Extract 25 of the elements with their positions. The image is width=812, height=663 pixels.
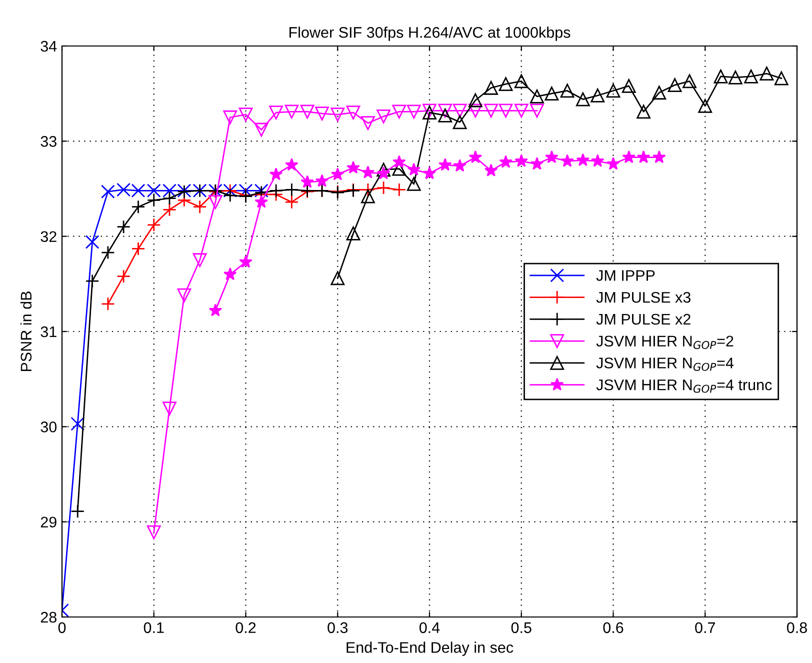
x-tick-label: 0.4 — [419, 622, 440, 634]
x-tick-label: 0.7 — [695, 622, 715, 634]
legend-label: JM IPPP — [596, 270, 655, 281]
x-tick-label: 0.6 — [603, 622, 624, 634]
y-tick-label: 29 — [40, 516, 56, 528]
x-tick-label: 0.2 — [236, 622, 256, 634]
x-tick-label: 0 — [58, 622, 66, 634]
y-axis-title: PSNR in dB — [20, 292, 32, 372]
x-axis-title: End-To-End Delay in sec — [346, 642, 514, 656]
y-tick-label: 34 — [40, 40, 57, 52]
legend-label: JM PULSE x2 — [596, 314, 690, 325]
y-tick-label: 32 — [40, 231, 56, 242]
legend-label: JM PULSE x3 — [596, 292, 690, 303]
x-tick-label: 0.5 — [511, 622, 532, 634]
legend-label: JSVM HIER N$_{GOP}$=4 trunc — [596, 379, 772, 393]
y-tick-label: 31 — [40, 326, 56, 338]
legend-label: JSVM HIER N$_{GOP}$=4 — [596, 358, 734, 371]
x-tick-label: 0.1 — [144, 622, 164, 634]
x-tick-label: 0.3 — [328, 622, 348, 634]
y-tick-label: 30 — [40, 422, 57, 432]
legend-label: JSVM HIER N$_{GOP}$=2 — [596, 336, 734, 350]
x-tick-label: 0.8 — [786, 622, 807, 634]
y-tick-label: 33 — [40, 136, 56, 147]
chart-title: Flower SIF 30fps H.264/AVC at 1000kbps — [290, 26, 570, 41]
y-tick-label: 28 — [40, 612, 56, 623]
